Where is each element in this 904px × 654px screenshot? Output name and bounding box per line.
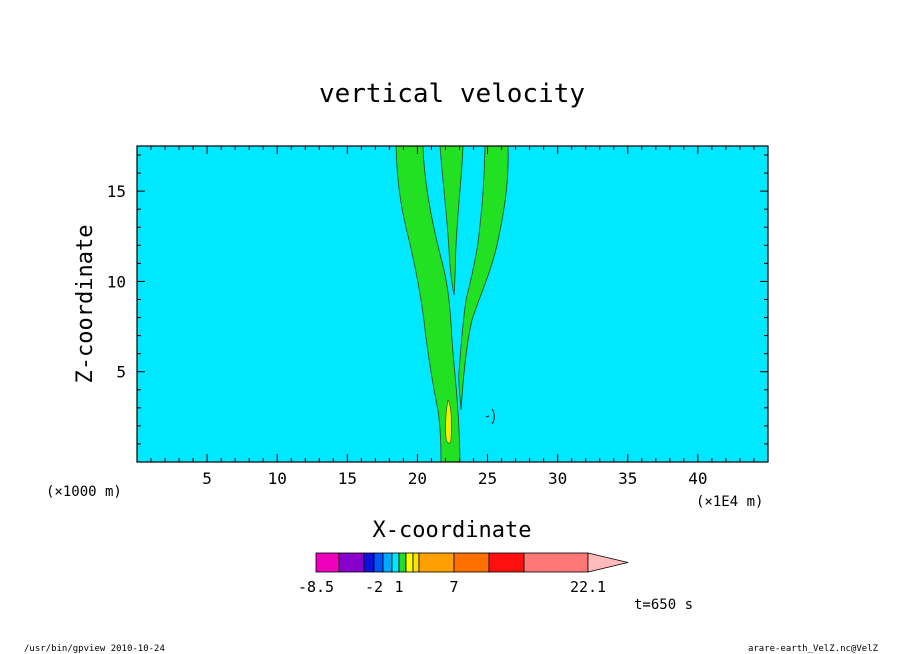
- x-tick-label: 20: [408, 469, 427, 488]
- colorbar-tick-label: 1: [394, 578, 403, 596]
- colorbar-segment: [373, 552, 384, 573]
- colorbar-segment: [398, 552, 407, 573]
- colorbar: [315, 552, 629, 573]
- contour-plume-outer: [395, 145, 461, 463]
- chart-title: vertical velocity: [319, 79, 585, 109]
- contour-small-eddy: [491, 408, 495, 425]
- contour-plume-right: [458, 145, 509, 411]
- x-tick-label: 40: [688, 469, 707, 488]
- colorbar-segment: [382, 552, 393, 573]
- colorbar-extension-arrow: [587, 552, 629, 573]
- colorbar-segment: [363, 552, 375, 573]
- footer-right: arare-earth_VelZ.nc@VelZ: [748, 644, 879, 654]
- y-tick-label: 10: [107, 272, 126, 291]
- x-unit-right: (×1E4 m): [696, 494, 763, 510]
- contour-regions: [395, 145, 509, 463]
- y-axis-label: Z-coordinate: [73, 225, 98, 384]
- y-tick-labels: 5 10 15: [107, 182, 126, 382]
- colorbar-segment: [412, 552, 420, 573]
- colorbar-segment: [338, 552, 365, 573]
- colorbar-segment: [391, 552, 400, 573]
- x-tick-label: 15: [338, 469, 357, 488]
- x-unit-left: (×1000 m): [46, 484, 122, 500]
- colorbar-tick-label: -2: [365, 578, 383, 596]
- colorbar-tick-label: 22.1: [570, 578, 606, 596]
- colorbar-segment: [418, 552, 455, 573]
- time-label: t=650 s: [634, 597, 693, 613]
- plot-frame: [136, 145, 769, 463]
- x-tick-label: 10: [268, 469, 287, 488]
- x-tick-labels: 5 10 15 20 25 30 35 40: [202, 469, 707, 488]
- colorbar-segment: [453, 552, 490, 573]
- colorbar-tick-label: -8.5: [298, 578, 334, 596]
- axis-ticks: [137, 146, 768, 462]
- colorbar-tick-label: 7: [449, 578, 458, 596]
- colorbar-segment: [405, 552, 414, 573]
- contour-updraft-core: [445, 399, 452, 444]
- x-tick-label: 35: [618, 469, 637, 488]
- footer-left: /usr/bin/gpview 2010-10-24: [24, 644, 165, 654]
- colorbar-segment: [523, 552, 589, 573]
- colorbar-segment: [315, 552, 340, 573]
- contour-plume-center: [439, 145, 464, 296]
- x-tick-label: 25: [478, 469, 497, 488]
- y-tick-label: 15: [107, 182, 126, 201]
- x-axis-label: X-coordinate: [373, 518, 532, 543]
- x-tick-label: 5: [202, 469, 212, 488]
- colorbar-tick-labels: -8.5 -2 1 7 22.1: [298, 578, 606, 596]
- x-tick-label: 30: [548, 469, 567, 488]
- colorbar-segment: [488, 552, 525, 573]
- y-tick-label: 5: [116, 363, 126, 382]
